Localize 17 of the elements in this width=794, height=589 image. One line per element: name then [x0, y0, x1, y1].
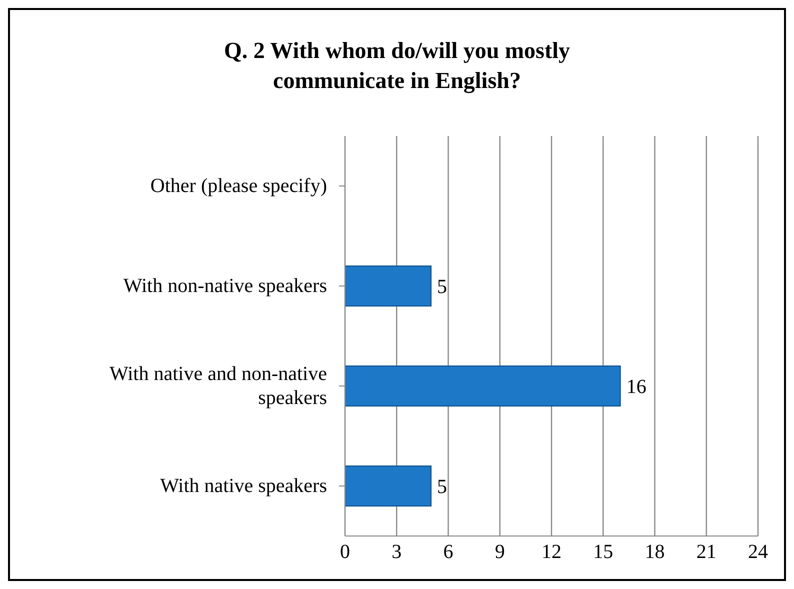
x-tick-label: 6: [443, 541, 454, 564]
x-tick-label: 21: [696, 541, 716, 564]
x-tick-label: 3: [392, 541, 402, 564]
x-tick-label: 18: [644, 541, 665, 564]
x-tick-label: 0: [340, 541, 350, 564]
data-label: 5: [437, 276, 448, 298]
y-tick-label: With native and non-native speakers: [110, 363, 328, 409]
y-tick-label: With native speakers: [160, 475, 328, 497]
data-label: 16: [626, 376, 646, 398]
data-label: 5: [437, 476, 448, 498]
x-tick-label: 9: [494, 541, 505, 564]
y-tick-label: With non-native speakers: [123, 275, 328, 297]
x-tick-label: 24: [748, 541, 768, 564]
chart-title: Q. 2 With whom do/will you mostly communicate in English?: [222, 37, 572, 96]
y-tick-label: Other (please specify): [150, 175, 327, 197]
x-tick-label: 12: [542, 541, 562, 564]
x-tick-label: 15: [593, 541, 614, 564]
